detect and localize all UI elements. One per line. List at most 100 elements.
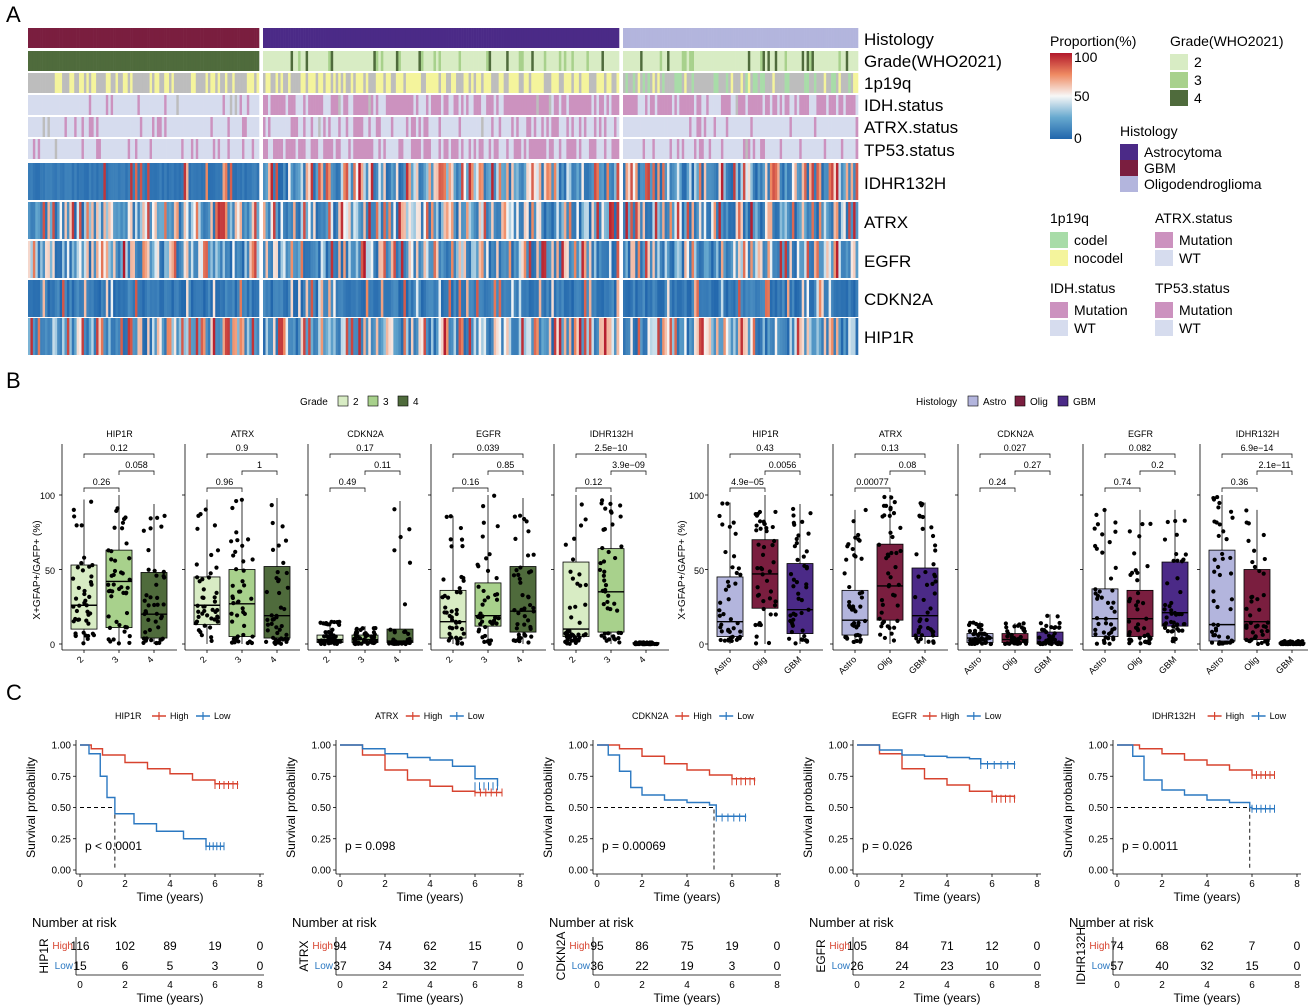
heatmap-cell (310, 117, 314, 137)
heatmap-cell (81, 51, 85, 71)
heatmap-cell (438, 163, 442, 200)
heatmap-cell (471, 241, 474, 278)
data-point (480, 614, 485, 619)
heatmap-cell (523, 163, 527, 200)
heatmap-cell (81, 28, 85, 48)
heatmap-cell (769, 117, 773, 137)
heatmap-cell (415, 280, 419, 317)
heatmap-cell (224, 95, 228, 115)
heatmap-cell (251, 28, 255, 48)
data-point (531, 552, 536, 557)
heatmap-cell (183, 51, 187, 71)
heatmap-cell (603, 51, 607, 71)
heatmap-cell (345, 95, 349, 115)
data-point (888, 575, 893, 580)
heatmap-cell (787, 163, 790, 200)
heatmap-cell (285, 241, 289, 278)
heatmap-cell (290, 28, 294, 48)
heatmap-cell (496, 117, 499, 137)
heatmap-cell (300, 95, 304, 115)
heatmap-cell (835, 139, 839, 159)
data-point (152, 568, 157, 573)
heatmap-cell (654, 28, 658, 48)
heatmap-cell (533, 28, 537, 48)
heatmap-cell (591, 241, 595, 278)
heatmap-cell (711, 318, 714, 355)
heatmap-cell (616, 318, 620, 355)
heatmap-cell (320, 139, 324, 159)
heatmap-cell (757, 28, 761, 48)
heatmap-cell (823, 95, 827, 115)
heatmap-cell (654, 241, 658, 278)
data-point (887, 513, 892, 518)
heatmap-cell (313, 28, 316, 48)
heatmap-cell (408, 28, 412, 48)
heatmap-cell (463, 28, 467, 48)
heatmap-cell (303, 241, 306, 278)
data-point (728, 617, 733, 622)
heatmap-cell (725, 28, 729, 48)
heatmap-cell (215, 51, 218, 71)
heatmap-cell (430, 28, 434, 48)
heatmap-cell (363, 51, 367, 71)
heatmap-cell (395, 117, 399, 137)
heatmap-cell (423, 318, 427, 355)
heatmap-cell (169, 117, 172, 137)
data-point (1009, 634, 1014, 640)
heatmap-cell (69, 51, 73, 71)
heatmap-cell (523, 139, 527, 159)
heatmap-cell (813, 202, 817, 239)
heatmap-cell (69, 241, 73, 278)
heatmap-cell (305, 318, 309, 355)
heatmap-cell (222, 117, 226, 137)
heatmap-cell (74, 163, 77, 200)
data-point (79, 523, 84, 528)
heatmap-cell (782, 318, 785, 355)
heatmap-cell (831, 117, 834, 137)
heatmap-cell (224, 28, 228, 48)
data-point (284, 632, 289, 637)
heatmap-cell (193, 163, 197, 200)
heatmap-cell (288, 318, 291, 355)
heatmap-cell (88, 163, 92, 200)
heatmap-cell (838, 95, 842, 115)
heatmap-cell (81, 241, 85, 278)
heatmap-cell (113, 139, 116, 159)
heatmap-cell (767, 202, 771, 239)
heatmap-cell (91, 139, 94, 159)
heatmap-cell (496, 163, 499, 200)
heatmap-cell (652, 73, 656, 93)
heatmap-cell (400, 51, 404, 71)
heatmap-cell (403, 73, 407, 93)
heatmap-cell (388, 163, 392, 200)
heatmap-cell (169, 280, 172, 317)
heatmap-cell (305, 95, 309, 115)
heatmap-cell (463, 139, 467, 159)
data-point (123, 624, 128, 630)
heatmap-cell (249, 241, 253, 278)
heatmap-cell (215, 73, 218, 93)
heatmap-cell (642, 28, 646, 48)
heatmap-cell (576, 163, 580, 200)
heatmap-cell (215, 241, 218, 278)
heatmap-cell (476, 95, 479, 115)
heatmap-cell (256, 241, 260, 278)
heatmap-cell (318, 117, 321, 137)
heatmap-cell (403, 318, 407, 355)
heatmap-cell (676, 117, 680, 137)
heatmap-cell (647, 163, 651, 200)
heatmap-cell (186, 280, 189, 317)
heatmap-cell (654, 51, 658, 71)
significance-bracket (83, 487, 120, 492)
heatmap-cell (713, 95, 717, 115)
heatmap-cell (637, 202, 641, 239)
data-point (726, 584, 731, 589)
heatmap-cell (503, 73, 507, 93)
heatmap (28, 28, 859, 355)
heatmap-cell (511, 241, 515, 278)
heatmap-cell (603, 28, 607, 48)
heatmap-cell (481, 241, 484, 278)
heatmap-cell (280, 117, 284, 137)
data-point (141, 528, 146, 533)
